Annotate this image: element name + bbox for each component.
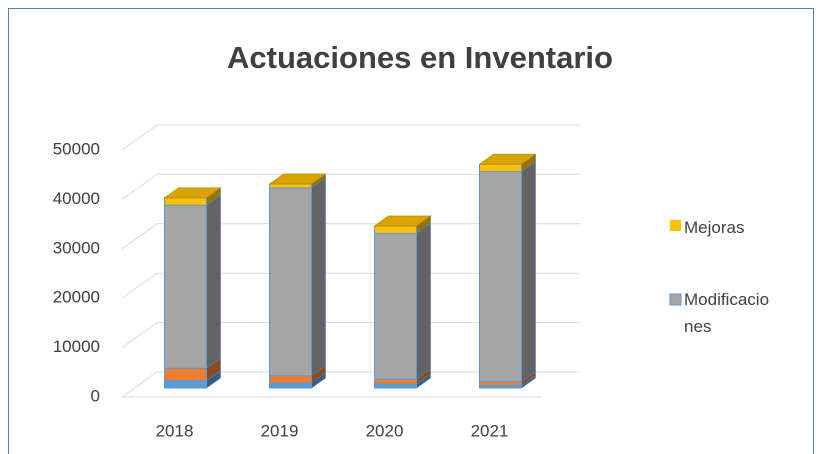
x-tick-label: 2020 xyxy=(366,421,404,440)
grid-line xyxy=(121,223,580,250)
x-tick-label: 2018 xyxy=(156,421,194,440)
grid-line xyxy=(121,371,580,398)
chart-title: Actuaciones en Inventario xyxy=(227,40,613,75)
bar-segment xyxy=(269,187,312,377)
legend-swatch xyxy=(670,220,681,231)
bar-side xyxy=(416,222,431,380)
bar-segment xyxy=(164,380,207,389)
bar-side xyxy=(206,194,221,369)
bar-side xyxy=(521,161,536,383)
grid-line xyxy=(121,173,580,200)
bar-segment xyxy=(164,367,207,382)
y-tick-label: 50000 xyxy=(53,139,100,158)
bar-segment xyxy=(374,232,417,380)
bar-segment xyxy=(269,382,312,389)
bar-segment xyxy=(269,183,312,189)
bar-segment xyxy=(479,163,522,173)
y-tick-label: 20000 xyxy=(53,288,100,307)
bar-top xyxy=(478,153,537,165)
bar-top xyxy=(373,215,432,227)
legend-swatch xyxy=(669,293,682,306)
legend-label: Mejoras xyxy=(684,218,745,237)
y-tick-label: 10000 xyxy=(53,337,100,356)
bar-segment xyxy=(374,383,417,389)
bar-side xyxy=(311,177,326,377)
bar-segment xyxy=(164,197,207,206)
y-tick-label: 30000 xyxy=(53,238,100,257)
grid-line xyxy=(121,124,580,151)
x-tick-label: 2021 xyxy=(471,421,509,440)
bar-segment xyxy=(374,378,417,385)
grid-line xyxy=(121,322,580,349)
bar-top xyxy=(268,173,327,185)
x-tick-label: 2019 xyxy=(261,421,299,440)
chart-frame xyxy=(8,8,814,454)
bar-segment xyxy=(269,375,312,384)
legend-label: Modificaciones xyxy=(684,290,770,336)
bar-segment xyxy=(479,171,522,383)
bar-segment xyxy=(374,225,417,234)
bar-top xyxy=(163,187,222,199)
grid-line xyxy=(121,272,580,299)
bar-segment xyxy=(479,381,522,387)
y-tick-label: 40000 xyxy=(53,189,100,208)
y-tick-label: 0 xyxy=(91,386,100,405)
bar-segment xyxy=(164,204,207,369)
